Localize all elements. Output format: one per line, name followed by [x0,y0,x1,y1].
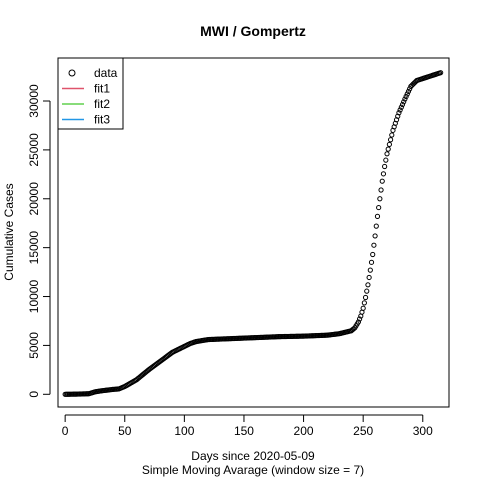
data-point [361,300,367,306]
data-point [402,96,408,102]
data-point [383,157,389,163]
data-point [380,171,387,177]
y-tick-label: 0 [27,391,41,398]
y-axis: 0 5000 10000 15000 20000 25000 30000 [27,84,51,398]
data-point [367,267,373,273]
y-tick-label: 10000 [27,280,41,314]
data-point [373,223,379,229]
data-point [377,196,383,202]
data-point [404,91,410,97]
data-point [356,316,363,322]
data-series [62,70,444,397]
data-point [370,251,376,258]
y-tick-label: 15000 [27,231,41,265]
data-point [355,319,362,325]
data-point [398,104,404,110]
data-point [364,288,370,294]
data-point [366,274,372,281]
y-tick-label: 20000 [27,182,41,216]
x-axis-label: Days since 2020-05-09 [191,449,315,463]
chart-title: MWI / Gompertz [200,23,306,39]
data-point [371,242,377,248]
data-point [387,137,394,143]
x-axis: 0 50 100 150 200 250 300 [62,414,433,438]
legend-label-data: data [94,66,118,80]
x-tick-label: 0 [62,424,69,438]
data-point [396,110,402,116]
y-tick-label: 30000 [27,84,41,118]
data-point [407,86,413,92]
data-point [389,132,395,138]
data-point [365,282,371,288]
x-tick-label: 200 [294,424,314,438]
data-point [379,178,385,184]
data-point [382,163,388,170]
data-point [384,151,390,157]
x-tick-label: 100 [174,424,194,438]
y-tick-label: 5000 [27,332,41,359]
data-point [401,99,407,105]
data-point [403,93,409,100]
data-point [438,70,444,76]
data-point [405,88,412,95]
legend-label-fit2: fit2 [94,97,110,111]
data-point [374,213,381,219]
data-point [378,187,384,193]
legend-label-fit1: fit1 [94,82,110,96]
x-axis-sublabel: Simple Moving Avarage (window size = 7) [142,463,364,477]
data-point [376,204,382,211]
legend-marker-data [68,69,76,77]
x-tick-label: 300 [413,424,433,438]
data-point [362,294,369,301]
data-point [397,107,403,113]
legend-box [57,57,124,130]
x-tick-label: 150 [234,424,254,438]
data-point [386,141,392,148]
data-point [399,101,406,108]
data-point [360,305,366,311]
data-point [385,146,391,152]
x-tick-label: 250 [353,424,373,438]
data-point [368,259,375,265]
y-tick-label: 25000 [27,133,41,167]
data-point [372,233,378,239]
plot-frame [57,57,450,408]
y-axis-label: Cumulative Cases [2,183,16,280]
legend-label-fit3: fit3 [94,113,110,127]
x-tick-label: 50 [118,424,132,438]
